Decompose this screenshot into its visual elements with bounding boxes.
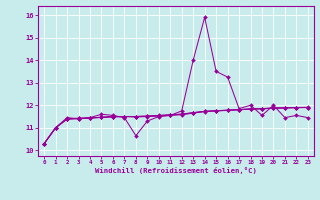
X-axis label: Windchill (Refroidissement éolien,°C): Windchill (Refroidissement éolien,°C) <box>95 167 257 174</box>
